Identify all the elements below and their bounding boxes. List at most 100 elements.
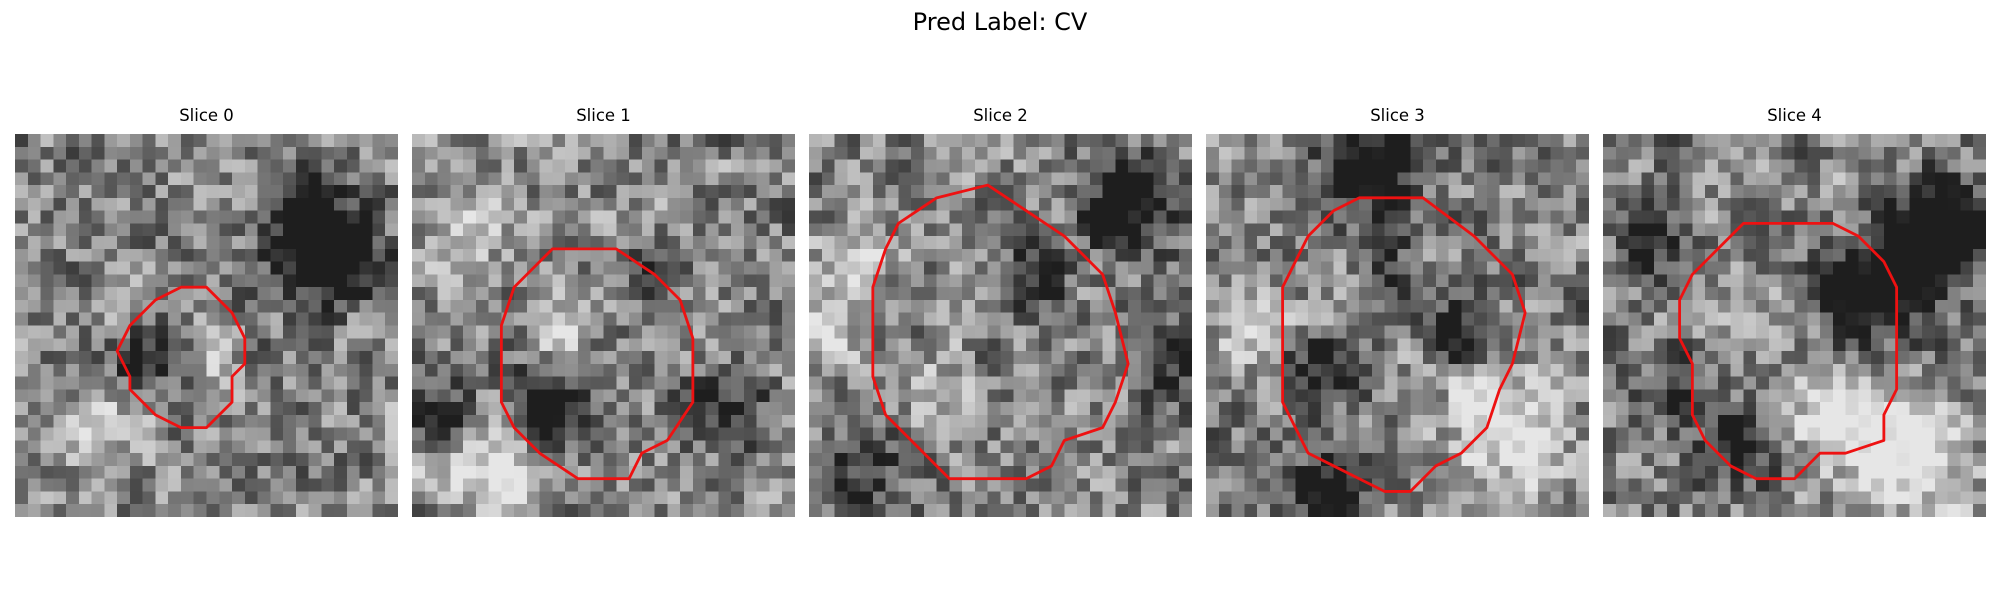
- pixel: [526, 338, 540, 352]
- pixel: [1666, 197, 1680, 211]
- pixel: [743, 172, 757, 186]
- pixel: [834, 197, 848, 211]
- slice-image: [1603, 134, 1986, 517]
- pixel: [1333, 389, 1347, 403]
- pixel: [539, 491, 553, 505]
- pixel: [821, 465, 835, 479]
- pixel: [769, 363, 783, 377]
- pixel: [40, 389, 54, 403]
- pixel: [129, 453, 143, 467]
- pixel: [949, 236, 963, 250]
- pixel: [1308, 210, 1322, 224]
- pixel: [1934, 376, 1948, 390]
- pixel: [1000, 146, 1014, 160]
- pixel: [346, 453, 360, 467]
- pixel: [1730, 465, 1744, 479]
- pixel: [1934, 210, 1948, 224]
- pixel: [1666, 325, 1680, 339]
- pixel: [346, 427, 360, 441]
- pixel: [270, 389, 284, 403]
- pixel: [565, 338, 579, 352]
- pixel: [1166, 504, 1180, 517]
- pixel: [1077, 223, 1091, 237]
- pixel: [372, 338, 386, 352]
- pixel: [1486, 478, 1500, 492]
- pixel: [809, 325, 823, 339]
- pixel: [1730, 261, 1744, 275]
- pixel: [809, 274, 823, 288]
- pixel: [667, 172, 681, 186]
- pixel: [1563, 261, 1577, 275]
- pixel: [590, 146, 604, 160]
- pixel: [334, 248, 348, 262]
- pixel: [15, 376, 29, 390]
- pixel: [1371, 389, 1385, 403]
- pixel: [15, 236, 29, 250]
- pixel: [1832, 134, 1846, 148]
- pixel: [501, 389, 515, 403]
- pixel: [78, 389, 92, 403]
- pixel: [911, 287, 925, 301]
- pixel: [412, 248, 426, 262]
- pixel: [283, 402, 297, 416]
- pixel: [1064, 414, 1078, 428]
- pixel: [1756, 453, 1770, 467]
- pixel: [1244, 453, 1258, 467]
- pixel: [641, 172, 655, 186]
- pixel: [129, 261, 143, 275]
- pixel: [180, 236, 194, 250]
- pixel: [1089, 210, 1103, 224]
- pixel: [731, 478, 745, 492]
- pixel: [104, 210, 118, 224]
- pixel: [334, 146, 348, 160]
- pixel: [962, 299, 976, 313]
- pixel: [1743, 210, 1757, 224]
- pixel: [1179, 414, 1192, 428]
- pixel: [1474, 312, 1488, 326]
- pixel: [1359, 402, 1373, 416]
- pixel: [1794, 478, 1808, 492]
- pixel: [1781, 210, 1795, 224]
- pixel: [1909, 427, 1923, 441]
- pixel: [847, 465, 861, 479]
- pixel: [1435, 197, 1449, 211]
- pixel: [1461, 351, 1475, 365]
- pixel: [1960, 402, 1974, 416]
- pixel: [1807, 287, 1821, 301]
- pixel: [53, 338, 67, 352]
- pixel: [1909, 351, 1923, 365]
- pixel: [1820, 465, 1834, 479]
- pixel: [66, 134, 80, 148]
- pixel: [1064, 248, 1078, 262]
- pixel: [1820, 274, 1834, 288]
- pixel: [385, 185, 398, 199]
- pixel: [1909, 376, 1923, 390]
- pixel: [1768, 325, 1782, 339]
- pixel: [168, 312, 182, 326]
- pixel: [1140, 376, 1154, 390]
- pixel: [321, 261, 335, 275]
- pixel: [66, 351, 80, 365]
- pixel: [987, 351, 1001, 365]
- pixel: [1179, 491, 1192, 505]
- pixel: [641, 504, 655, 517]
- pixel: [1832, 172, 1846, 186]
- pixel: [667, 478, 681, 492]
- pixel: [1064, 146, 1078, 160]
- pixel: [949, 376, 963, 390]
- pixel: [283, 453, 297, 467]
- pixel: [1756, 402, 1770, 416]
- pixel: [590, 185, 604, 199]
- pixel: [412, 363, 426, 377]
- pixel: [1384, 210, 1398, 224]
- pixel: [1089, 402, 1103, 416]
- pixel: [257, 427, 271, 441]
- pixel: [1563, 185, 1577, 199]
- pixel: [847, 223, 861, 237]
- pixel: [488, 325, 502, 339]
- pixel: [206, 236, 220, 250]
- pixel: [257, 453, 271, 467]
- pixel: [692, 440, 706, 454]
- pixel: [1359, 159, 1373, 173]
- pixel: [1615, 197, 1629, 211]
